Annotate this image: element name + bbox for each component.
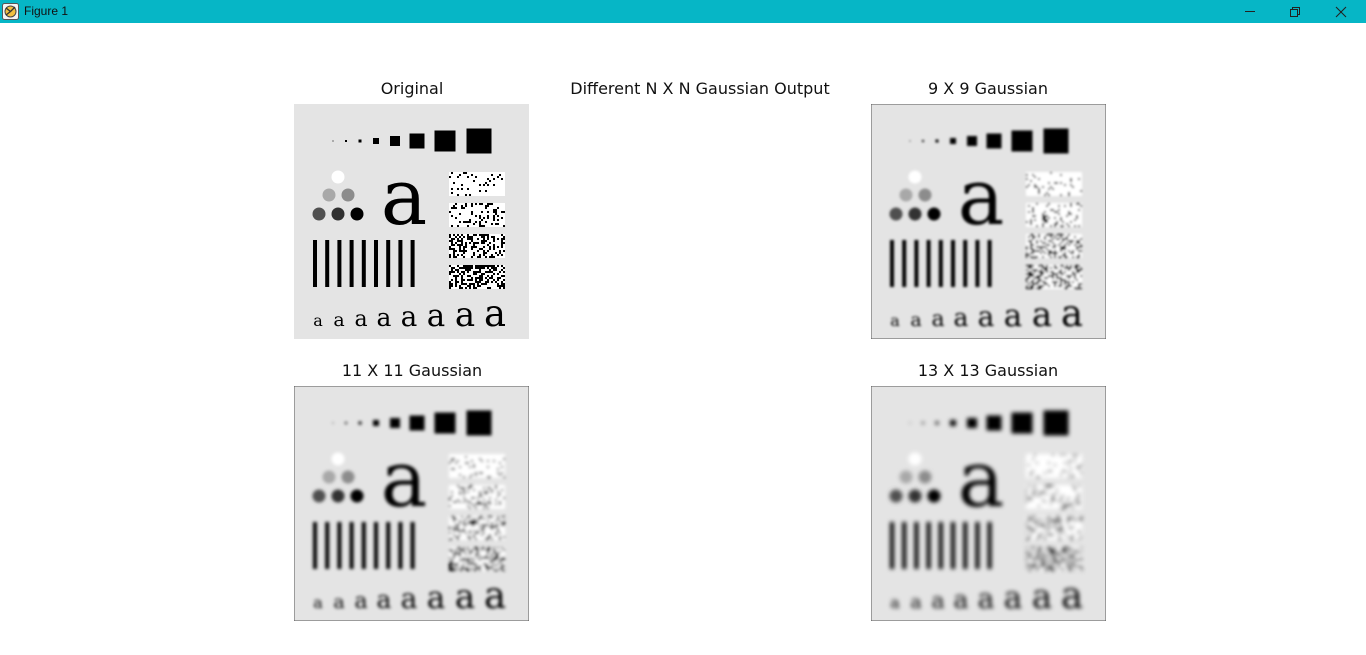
- svg-text:a: a: [1004, 298, 1022, 334]
- svg-text:a: a: [954, 303, 969, 332]
- svg-text:a: a: [354, 307, 367, 332]
- svg-text:a: a: [910, 309, 921, 331]
- matplotlib-figure-icon: [2, 3, 19, 20]
- svg-text:a: a: [381, 153, 428, 243]
- restore-button[interactable]: [1272, 0, 1318, 23]
- svg-text:a: a: [333, 591, 344, 613]
- svg-text:a: a: [1061, 292, 1083, 335]
- minimize-button[interactable]: [1227, 0, 1273, 23]
- panel-title-gaussian-13: 13 X 13 Gaussian: [918, 361, 1058, 381]
- svg-text:a: a: [455, 577, 475, 617]
- svg-text:a: a: [484, 292, 506, 335]
- close-icon: [1335, 6, 1347, 18]
- svg-text:a: a: [354, 589, 367, 614]
- svg-text:a: a: [401, 582, 418, 615]
- svg-text:a: a: [377, 303, 392, 332]
- figure-suptitle: Different N X N Gaussian Output: [570, 79, 829, 99]
- restore-icon: [1289, 6, 1301, 18]
- svg-text:a: a: [978, 300, 995, 333]
- svg-text:a: a: [1061, 574, 1083, 617]
- svg-text:a: a: [333, 309, 344, 331]
- panel-title-gaussian-9: 9 X 9 Gaussian: [928, 79, 1048, 99]
- title-bar[interactable]: Figure 1: [0, 0, 1366, 23]
- svg-text:a: a: [910, 591, 921, 613]
- test-pattern-image: aa a a a a a a a: [871, 104, 1106, 339]
- close-button[interactable]: [1318, 0, 1364, 23]
- svg-text:a: a: [1004, 580, 1022, 616]
- svg-text:a: a: [958, 153, 1005, 243]
- svg-text:a: a: [931, 589, 944, 614]
- svg-text:a: a: [401, 300, 418, 333]
- figure-canvas[interactable]: Different N X N Gaussian Output Original…: [0, 23, 1366, 655]
- svg-text:a: a: [1032, 295, 1052, 335]
- test-pattern-image: aa a a a a a a a: [871, 386, 1106, 621]
- svg-text:a: a: [931, 307, 944, 332]
- svg-text:a: a: [954, 585, 969, 614]
- svg-text:a: a: [377, 585, 392, 614]
- svg-text:a: a: [313, 311, 323, 330]
- svg-text:a: a: [1032, 577, 1052, 617]
- svg-text:a: a: [978, 582, 995, 615]
- svg-text:a: a: [313, 593, 323, 612]
- svg-text:a: a: [958, 435, 1005, 525]
- svg-text:a: a: [484, 574, 506, 617]
- window-title: Figure 1: [24, 4, 68, 19]
- svg-text:a: a: [427, 298, 445, 334]
- test-pattern-image: aa a a a a a a a: [294, 386, 529, 621]
- svg-text:a: a: [381, 435, 428, 525]
- panel-title-gaussian-11: 11 X 11 Gaussian: [342, 361, 482, 381]
- svg-text:a: a: [455, 295, 475, 335]
- test-pattern-image: aa a a a a a a a: [294, 104, 529, 339]
- svg-text:a: a: [890, 311, 900, 330]
- minimize-icon: [1244, 6, 1256, 18]
- svg-text:a: a: [890, 593, 900, 612]
- svg-text:a: a: [427, 580, 445, 616]
- panel-title-original: Original: [381, 79, 444, 99]
